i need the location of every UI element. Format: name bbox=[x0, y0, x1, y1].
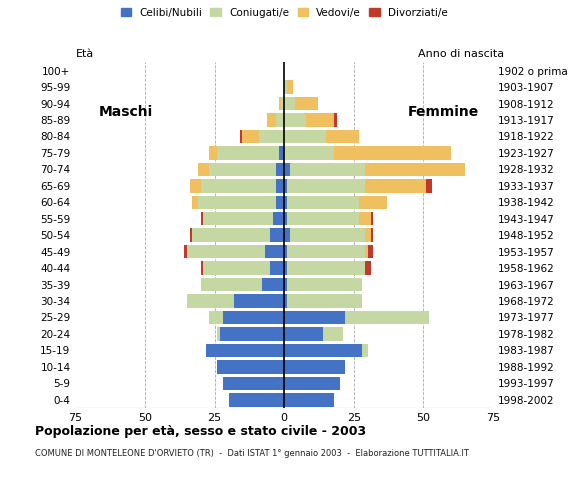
Text: Anno di nascita: Anno di nascita bbox=[419, 48, 505, 59]
Bar bbox=[284, 212, 287, 226]
Bar bbox=[193, 195, 198, 209]
Bar bbox=[218, 360, 284, 373]
Bar bbox=[190, 179, 201, 192]
Bar bbox=[306, 113, 334, 127]
Bar bbox=[368, 245, 374, 258]
Bar bbox=[284, 195, 287, 209]
Bar bbox=[234, 294, 284, 308]
Bar bbox=[187, 294, 234, 308]
Bar bbox=[365, 179, 426, 192]
Bar bbox=[270, 228, 284, 242]
Bar bbox=[284, 344, 362, 357]
Bar bbox=[287, 179, 365, 192]
Bar bbox=[426, 179, 432, 192]
Bar bbox=[365, 245, 368, 258]
Bar bbox=[198, 195, 276, 209]
Bar bbox=[284, 130, 326, 143]
Bar bbox=[284, 262, 287, 275]
Bar bbox=[276, 163, 284, 176]
Bar bbox=[334, 146, 451, 160]
Bar bbox=[360, 212, 371, 226]
Text: Età: Età bbox=[75, 48, 93, 59]
Bar bbox=[184, 245, 187, 258]
Bar bbox=[284, 97, 295, 110]
Bar bbox=[334, 113, 337, 127]
Bar bbox=[204, 262, 270, 275]
Bar bbox=[284, 228, 290, 242]
Bar bbox=[346, 311, 429, 324]
Bar bbox=[365, 262, 371, 275]
Bar bbox=[284, 377, 340, 390]
Bar bbox=[278, 97, 281, 110]
Bar bbox=[209, 146, 218, 160]
Bar bbox=[284, 311, 346, 324]
Bar bbox=[287, 212, 360, 226]
Bar bbox=[201, 278, 262, 291]
Bar bbox=[206, 344, 284, 357]
Bar bbox=[362, 344, 368, 357]
Bar bbox=[229, 393, 284, 407]
Bar bbox=[270, 262, 284, 275]
Bar bbox=[284, 294, 287, 308]
Bar bbox=[201, 212, 204, 226]
Bar bbox=[284, 278, 287, 291]
Bar bbox=[284, 146, 334, 160]
Bar bbox=[287, 262, 365, 275]
Bar bbox=[284, 327, 323, 341]
Bar bbox=[365, 228, 371, 242]
Bar bbox=[284, 80, 287, 94]
Bar bbox=[209, 311, 223, 324]
Bar bbox=[198, 163, 209, 176]
Bar bbox=[209, 163, 276, 176]
Bar bbox=[276, 113, 284, 127]
Bar bbox=[284, 393, 334, 407]
Bar bbox=[284, 163, 290, 176]
Bar bbox=[204, 212, 273, 226]
Bar bbox=[220, 327, 284, 341]
Bar bbox=[323, 327, 343, 341]
Bar bbox=[218, 146, 278, 160]
Bar bbox=[287, 80, 292, 94]
Bar bbox=[371, 212, 374, 226]
Bar bbox=[287, 294, 362, 308]
Bar bbox=[290, 163, 365, 176]
Bar bbox=[267, 113, 276, 127]
Bar bbox=[326, 130, 360, 143]
Bar bbox=[193, 228, 270, 242]
Bar bbox=[223, 311, 284, 324]
Bar bbox=[287, 195, 360, 209]
Legend: Celibi/Nubili, Coniugati/e, Vedovi/e, Divorziati/e: Celibi/Nubili, Coniugati/e, Vedovi/e, Di… bbox=[121, 8, 448, 18]
Bar bbox=[276, 195, 284, 209]
Bar bbox=[223, 377, 284, 390]
Bar bbox=[284, 179, 287, 192]
Text: Maschi: Maschi bbox=[99, 105, 153, 119]
Bar bbox=[290, 228, 365, 242]
Bar bbox=[276, 179, 284, 192]
Bar bbox=[295, 97, 318, 110]
Bar bbox=[190, 228, 193, 242]
Bar bbox=[187, 245, 264, 258]
Bar bbox=[201, 179, 276, 192]
Text: Popolazione per età, sesso e stato civile - 2003: Popolazione per età, sesso e stato civil… bbox=[35, 425, 366, 438]
Bar bbox=[284, 360, 346, 373]
Bar bbox=[281, 97, 284, 110]
Bar bbox=[240, 130, 242, 143]
Bar bbox=[365, 163, 465, 176]
Bar bbox=[218, 327, 220, 341]
Bar bbox=[284, 113, 306, 127]
Bar bbox=[371, 228, 374, 242]
Bar bbox=[264, 245, 284, 258]
Bar bbox=[201, 262, 204, 275]
Bar bbox=[278, 146, 284, 160]
Bar bbox=[259, 130, 284, 143]
Bar bbox=[287, 278, 362, 291]
Text: Femmine: Femmine bbox=[407, 105, 478, 119]
Bar bbox=[262, 278, 284, 291]
Bar bbox=[287, 245, 365, 258]
Bar bbox=[360, 195, 387, 209]
Text: COMUNE DI MONTELEONE D'ORVIETO (TR)  -  Dati ISTAT 1° gennaio 2003  -  Elaborazi: COMUNE DI MONTELEONE D'ORVIETO (TR) - Da… bbox=[35, 449, 469, 458]
Bar bbox=[273, 212, 284, 226]
Bar bbox=[242, 130, 259, 143]
Bar bbox=[284, 245, 287, 258]
